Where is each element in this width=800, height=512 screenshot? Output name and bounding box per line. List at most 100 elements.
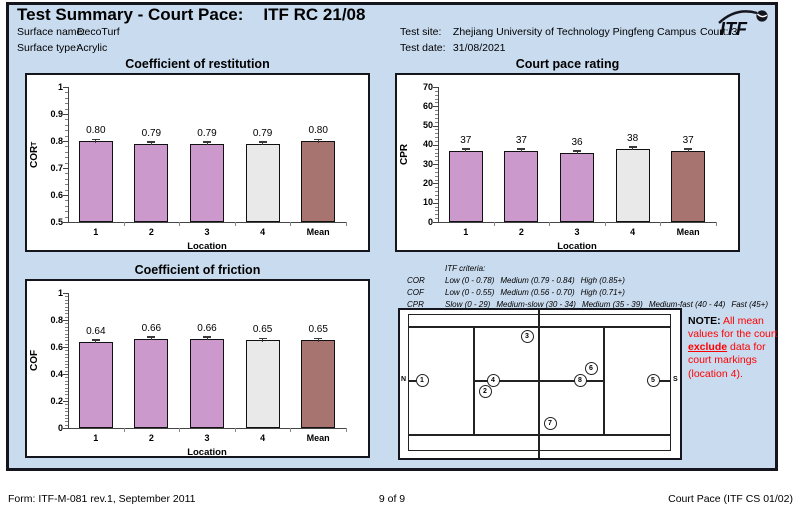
y-minor-tick	[435, 187, 438, 189]
y-minor-tick	[435, 195, 438, 196]
y-minor-tick	[65, 394, 68, 396]
x-category-label: 4	[260, 433, 266, 443]
bar	[560, 152, 594, 222]
x-axis-title: Location	[187, 241, 227, 252]
y-tick-label: 60	[422, 100, 433, 111]
location-marker: 2	[478, 385, 492, 398]
x-category-label: 2	[148, 433, 154, 443]
y-minor-tick	[435, 218, 438, 220]
bar-value-label: 0.79	[197, 127, 217, 139]
x-boundary-tick	[234, 428, 236, 432]
bar-value-label: 0.80	[86, 125, 106, 136]
y-minor-tick	[65, 330, 68, 332]
y-minor-tick	[435, 94, 438, 96]
test-date-label: Test date:	[400, 42, 446, 54]
y-minor-tick	[65, 417, 68, 419]
y-tick	[433, 87, 438, 88]
y-axis-line	[68, 293, 69, 428]
bar	[671, 150, 706, 222]
x-boundary-tick	[346, 428, 347, 432]
note-label: NOTE:	[688, 315, 721, 327]
y-minor-tick	[65, 326, 68, 328]
bar-value-label: 0.66	[197, 322, 217, 334]
y-minor-tick	[65, 407, 68, 409]
criteria-range: Low (0 - 0.55)	[445, 288, 495, 297]
criteria-range: Fast (45+)	[731, 300, 769, 309]
y-minor-tick	[65, 387, 68, 389]
surface-type-label: Surface type:	[17, 42, 79, 54]
bar-value-label: 0.80	[308, 125, 328, 136]
y-tick-label: 0.8	[50, 135, 63, 146]
x-category-label: 2	[148, 227, 154, 237]
itf-logo-icon: ITF	[718, 10, 768, 39]
note-emphasis: exclude	[688, 341, 728, 354]
y-axis-line	[438, 87, 439, 222]
y-tick-label: 0.5	[50, 216, 63, 227]
y-tick-label: 0.6	[50, 341, 63, 352]
error-whisker-stem	[632, 146, 634, 151]
bar	[134, 143, 169, 222]
criteria-range: Medium (35 - 39)	[581, 300, 643, 309]
y-tick-label: 0.9	[50, 108, 63, 119]
x-category-label: 1	[463, 227, 469, 237]
location-marker: 8	[573, 374, 587, 387]
criteria-range: Medium-fast (40 - 44)	[648, 300, 726, 309]
criteria-range: High (0.85+)	[580, 276, 625, 285]
y-minor-tick	[65, 404, 68, 406]
y-minor-tick	[435, 137, 438, 139]
compass-south-label: S	[673, 376, 678, 383]
y-minor-tick	[65, 309, 68, 311]
x-axis-title: Location	[557, 241, 597, 252]
y-minor-tick	[65, 103, 68, 105]
x-boundary-tick	[123, 222, 125, 226]
x-category-label: 4	[630, 227, 636, 237]
y-minor-tick	[65, 303, 68, 305]
y-tick-label: 30	[422, 158, 433, 169]
x-boundary-tick	[290, 222, 292, 226]
bar	[78, 141, 113, 222]
bar-value-label: 38	[627, 132, 639, 144]
x-category-label: Mean	[676, 227, 700, 237]
criteria-rows: COR Low (0 - 0.78) Medium (0.79 - 0.84) Hig…	[407, 275, 774, 311]
chart-title: Coefficient of friction	[134, 263, 261, 277]
y-minor-tick	[65, 313, 68, 315]
error-whisker-stem	[262, 141, 264, 146]
y-tick-label: 1	[57, 287, 63, 298]
y-minor-tick	[65, 135, 68, 137]
y-minor-tick	[435, 168, 438, 169]
y-minor-tick	[65, 363, 68, 365]
y-tick	[433, 144, 438, 146]
court-outline	[408, 314, 671, 451]
net-line	[538, 310, 540, 458]
surface-type-row: Surface type: Acrylic	[17, 42, 107, 54]
surface-name-value: DecoTurf	[76, 26, 120, 38]
criteria-range: Slow (0 - 29)	[445, 300, 491, 309]
y-minor-tick	[435, 214, 438, 216]
x-category-label: 1	[93, 433, 99, 443]
y-minor-tick	[65, 333, 68, 335]
bar-value-label: 0.64	[86, 325, 106, 337]
y-tick-label: 0	[427, 216, 433, 227]
y-tick-label: 1	[57, 81, 63, 92]
x-boundary-tick	[493, 222, 495, 226]
y-minor-tick	[435, 179, 438, 181]
y-tick	[63, 293, 68, 294]
chart-plot-area: 70 60 50 40 30 20 10 0 37 1 37 2 36 3 38 4 37 Mean Locatio…	[395, 73, 740, 252]
y-minor-tick	[65, 178, 68, 180]
y-tick-label: 10	[422, 197, 433, 208]
logo-arc	[718, 10, 758, 24]
location-marker: 5	[646, 374, 660, 387]
criteria-range: Low (0 - 0.78)	[445, 276, 495, 285]
surface-name-label: Surface name:	[17, 26, 86, 38]
x-boundary-tick	[660, 222, 662, 226]
bar-value-label: 36	[571, 136, 583, 148]
y-minor-tick	[65, 157, 68, 159]
x-axis-line	[438, 222, 716, 223]
location-marker: 1	[415, 374, 429, 387]
y-minor-tick	[65, 421, 68, 423]
y-minor-tick	[65, 108, 68, 110]
criteria-range: Medium (0.79 - 0.84)	[500, 276, 575, 285]
chart-plot-area: 1 0.9 0.8 0.7 0.6 0.5 0.80 1 0.79 2 0.79 3 0.79 4 0.80…	[25, 73, 370, 252]
criteria-row: COF Low (0 - 0.55) Medium (0.56 - 0.70) Hig…	[407, 287, 774, 299]
